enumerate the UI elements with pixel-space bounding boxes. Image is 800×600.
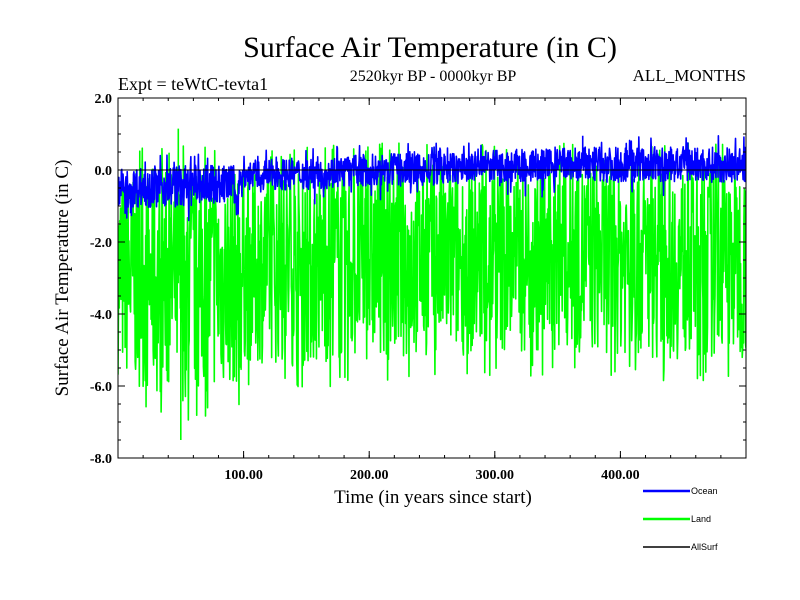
x-axis-label: Time (in years since start) [334,487,532,508]
series-land-line [118,128,746,440]
y-axis-label: Surface Air Temperature (in C) [52,160,73,397]
x-tick-label: 300.00 [476,468,515,483]
series-layer [118,128,746,440]
legend-ocean-label: Ocean [691,486,718,496]
y-tick-label: 2.0 [95,92,113,107]
y-tick-label: -4.0 [90,308,112,323]
legend-land-label: Land [691,514,711,524]
axis-ticks: 2.0 0.0 -2.0 -4.0 -6.0 -8.0 100.00 200.00 300.00… [90,92,747,483]
legend: Ocean Land AllSurf [643,486,718,552]
y-tick-label: 0.0 [95,164,113,179]
x-tick-label: 400.00 [601,468,640,483]
x-tick-label: 100.00 [224,468,263,483]
y-tick-label: -6.0 [90,380,112,395]
time-range-label: 2520kyr BP - 0000kyr BP [350,68,517,85]
legend-allsurf-label: AllSurf [691,542,718,552]
y-tick-label: -8.0 [90,452,112,467]
series-ocean-line [118,135,746,222]
y-tick-label: -2.0 [90,236,112,251]
months-label: ALL_MONTHS [633,66,746,85]
chart-title: Surface Air Temperature (in C) [243,31,617,64]
experiment-label: Expt = teWtC-tevta1 [118,74,268,94]
x-tick-label: 200.00 [350,468,389,483]
